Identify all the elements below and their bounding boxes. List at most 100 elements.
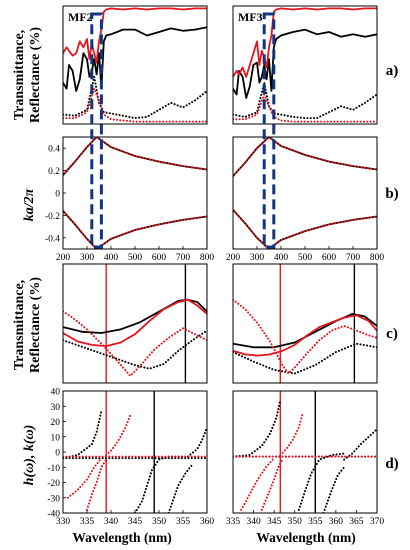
series-d-MF3-3 — [322, 466, 346, 513]
series-b-MF2-0 — [63, 137, 207, 177]
xtick-label-b-MF3-2: 400 — [274, 253, 289, 263]
ytick-label-d-MF2-6: 20 — [51, 418, 61, 428]
panel-a-MF2: MF2 — [62, 5, 208, 125]
xtick-label-d-MF3-7: 370 — [370, 517, 385, 527]
series-d-MF3-2 — [297, 452, 346, 511]
xtick-label-d-MF2-4: 350 — [152, 517, 167, 527]
series-b-MF2-1 — [63, 209, 207, 249]
series-a-MF2-1 — [63, 7, 207, 64]
series-d-MF2-3 — [167, 463, 194, 513]
ylabel-d: h(ω), k(ω) — [22, 425, 37, 486]
axes-frame-d-MF2 — [62, 390, 208, 514]
ytick-label-d-MF2-7: 30 — [51, 403, 61, 413]
series-b-MF2-2 — [63, 137, 207, 177]
axes-frame-a-MF2 — [62, 5, 208, 125]
ylabel-c-line2: Reflectance (%) — [28, 277, 43, 373]
panel-title-a-MF2: MF2 — [68, 10, 93, 24]
ytick-label-d-MF2-0: -40 — [47, 510, 60, 520]
series-d-MF3-0 — [233, 399, 282, 458]
series-c-MF3-3 — [233, 298, 377, 375]
series-d-MF2-2 — [134, 455, 184, 513]
xtick-label-d-MF2-1: 335 — [80, 517, 95, 527]
series-c-MF3-2 — [233, 342, 377, 375]
series-a-MF2-3 — [63, 87, 207, 123]
xtick-label-d-MF3-6: 365 — [349, 517, 364, 527]
panel-title-a-MF3: MF3 — [238, 10, 263, 24]
series-c-MF2-3 — [63, 310, 207, 377]
ylabel-b: ka/2π — [22, 188, 37, 221]
highlight-box-MF3 — [262, 12, 276, 249]
xtick-label-b-MF3-0: 200 — [226, 253, 241, 263]
panel-letter-a: a) — [386, 63, 399, 79]
xtick-label-d-MF3-3: 350 — [288, 517, 303, 527]
series-c-MF2-2 — [63, 329, 207, 370]
series-c-MF3-0 — [233, 313, 377, 349]
series-a-MF3-2 — [233, 81, 377, 120]
ytick-label-b-MF2-0: -0.4 — [45, 234, 60, 244]
plot-area-d-MF3 — [233, 391, 377, 513]
ylabel-c-line1: Transmittance, — [12, 280, 27, 370]
series-d-MF2-0 — [63, 409, 103, 460]
plot-area-b-MF2 — [63, 137, 207, 249]
xtick-label-b-MF2-2: 400 — [104, 253, 119, 263]
xtick-label-d-MF2-6: 360 — [200, 517, 215, 527]
panel-d-MF3: 335 340 345 350 355 360 365 370 — [226, 390, 385, 527]
series-d-MF2-5 — [66, 457, 103, 499]
xtick-label-b-MF2-0: 200 — [56, 253, 71, 263]
series-d-MF3-8 — [279, 411, 304, 457]
ytick-label-d-MF2-2: -20 — [47, 479, 60, 489]
series-b-MF3-0 — [233, 137, 377, 178]
ytick-label-d-MF2-4: 0 — [55, 449, 60, 459]
ytick-label-b-MF2-4: 0.4 — [48, 145, 60, 155]
axes-frame-d-MF3 — [232, 390, 378, 514]
series-d-MF3-4 — [343, 428, 377, 461]
ytick-label-d-MF2-1: -30 — [47, 494, 60, 504]
plot-area-d-MF2 — [63, 391, 207, 513]
xtick-label-b-MF3-3: 500 — [298, 253, 313, 263]
plot-area-c-MF2 — [63, 264, 207, 383]
ylabel-a-line2: Reflectance (%) — [28, 27, 43, 123]
series-b-MF3-1 — [233, 208, 377, 249]
plot-area-a-MF2 — [63, 7, 207, 123]
panel-letter-b: b) — [385, 186, 398, 202]
axes-frame-a-MF3 — [232, 5, 378, 125]
series-d-MF3-7 — [260, 458, 284, 511]
xtick-label-d-MF2-0: 330 — [56, 517, 71, 527]
ytick-label-b-MF2-3: 0.2 — [48, 167, 60, 177]
xtick-label-b-MF3-5: 700 — [346, 253, 361, 263]
ylabel-a: Transmittance, Reflectance (%) — [12, 27, 43, 123]
xtick-label-b-MF2-3: 500 — [128, 253, 143, 263]
plot-area-b-MF3 — [233, 137, 377, 249]
series-d-MF2-7 — [86, 458, 108, 511]
xtick-label-d-MF2-2: 340 — [104, 517, 119, 527]
series-a-MF2-2 — [63, 75, 207, 120]
series-a-MF2-0 — [63, 26, 207, 92]
series-c-MF2-0 — [63, 298, 207, 334]
ytick-label-d-MF2-3: -10 — [47, 464, 60, 474]
ytick-label-d-MF2-5: 10 — [51, 433, 61, 443]
series-a-MF3-1 — [233, 7, 377, 78]
series-a-MF3-0 — [233, 28, 377, 99]
xtick-label-b-MF3-6: 800 — [370, 253, 385, 263]
axes-frame-c-MF3 — [232, 263, 378, 384]
panel-b-MF2: 200 300 400 500 600 700 800 -0.4 -0.2 0 0.2 0.4 — [45, 136, 214, 263]
title-bg-a-MF2 — [65, 8, 95, 24]
panel-d-MF2: 330 335 340 345 350 355 360 -40 -30 -20 -10 0 10 20 30… — [47, 388, 214, 528]
xtick-label-d-MF3-4: 355 — [308, 517, 323, 527]
series-b-MF3-2 — [233, 137, 377, 178]
xtick-label-b-MF3-4: 600 — [322, 253, 337, 263]
panel-c-MF3 — [232, 263, 378, 384]
plot-area-a-MF3 — [233, 7, 377, 123]
plot-area-c-MF3 — [233, 264, 377, 383]
series-d-MF3-5 — [240, 457, 276, 511]
panel-b-MF3: 200 300 400 500 600 700 800 — [226, 136, 385, 263]
xtick-label-d-MF3-0: 335 — [226, 517, 241, 527]
xtick-label-d-MF3-2: 345 — [267, 517, 282, 527]
xtick-label-d-MF3-5: 360 — [329, 517, 344, 527]
panel-a-MF3: MF3 — [232, 5, 378, 125]
axes-frame-c-MF2 — [62, 263, 208, 384]
panel-letter-d: d) — [385, 456, 398, 472]
axes-frame-b-MF2 — [62, 136, 208, 250]
